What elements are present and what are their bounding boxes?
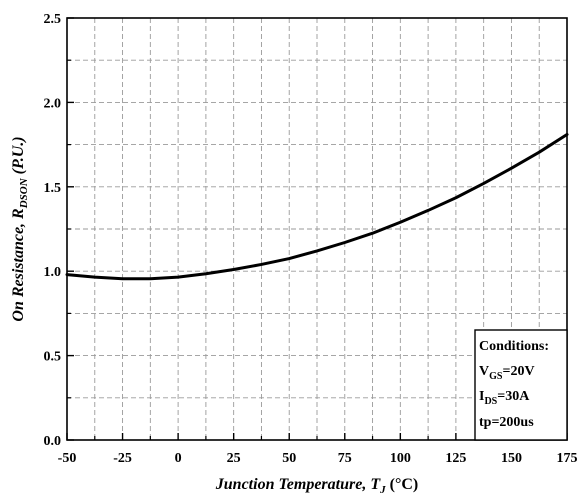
x-axis-title-prefix: Junction Temperature, bbox=[215, 476, 371, 493]
grid bbox=[67, 18, 567, 440]
conditions-box: Conditions: VGS=20V IDS=30A tp=200us bbox=[474, 329, 568, 441]
y-tick-label: 1.5 bbox=[44, 181, 62, 196]
conditions-box-frame bbox=[474, 329, 568, 441]
x-tick-label: 100 bbox=[390, 451, 411, 466]
x-axis-title-sub: J bbox=[379, 484, 386, 496]
x-tick-label: 0 bbox=[175, 451, 182, 466]
x-axis-title-unit: (°C) bbox=[386, 476, 419, 493]
x-tick-label: -25 bbox=[113, 451, 132, 466]
y-tick-label: 0.5 bbox=[44, 350, 62, 365]
y-tick-label: 2.0 bbox=[44, 96, 62, 111]
y-tick-label: 1.0 bbox=[44, 265, 62, 280]
x-tick-label: 25 bbox=[227, 451, 241, 466]
axis-ticks bbox=[66, 17, 568, 441]
y-axis-title: On Resistance, RDSON (P.U.) bbox=[10, 136, 30, 321]
conditions-tp: tp=200us bbox=[479, 415, 534, 430]
x-tick-label: 50 bbox=[282, 451, 296, 466]
series-line-rdson bbox=[65, 132, 569, 281]
y-tick-label: 2.5 bbox=[44, 12, 62, 27]
x-tick-label: -50 bbox=[58, 451, 77, 466]
y-tick-labels: 0.0 0.5 1.0 1.5 2.0 2.5 bbox=[44, 12, 62, 449]
x-tick-labels: -50 -25 0 25 50 75 100 125 150 175 bbox=[58, 451, 578, 466]
conditions-ids: IDS=30A bbox=[479, 389, 530, 407]
x-tick-label: 175 bbox=[557, 451, 578, 466]
y-tick-label: 0.0 bbox=[44, 434, 62, 449]
x-axis-title: Junction Temperature, TJ (°C) bbox=[215, 476, 418, 496]
x-axis-title-var: T bbox=[370, 476, 381, 493]
conditions-vgs: VGS=20V bbox=[479, 364, 535, 382]
conditions-title: Conditions: bbox=[479, 339, 549, 354]
x-tick-label: 125 bbox=[445, 451, 466, 466]
x-tick-label: 150 bbox=[501, 451, 522, 466]
y-axis-title-unit: (P.U.) bbox=[10, 136, 27, 178]
y-axis-title-prefix: On Resistance, bbox=[10, 219, 27, 322]
y-axis-title-sub: DSON bbox=[18, 177, 30, 209]
y-axis-title-var: R bbox=[10, 208, 27, 220]
x-tick-label: 75 bbox=[338, 451, 352, 466]
